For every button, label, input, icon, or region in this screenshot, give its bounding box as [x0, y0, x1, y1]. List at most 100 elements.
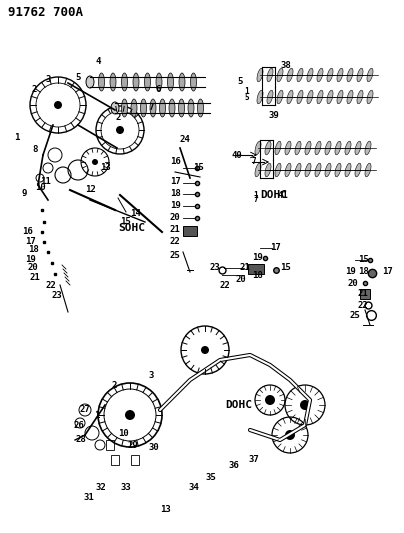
Ellipse shape	[325, 141, 331, 155]
Text: 27: 27	[80, 406, 91, 415]
Text: 3: 3	[148, 370, 154, 379]
Text: 37: 37	[248, 456, 259, 464]
Ellipse shape	[188, 99, 194, 117]
Text: 22: 22	[45, 280, 56, 289]
Text: 1: 1	[253, 190, 258, 199]
Text: 36: 36	[228, 461, 239, 470]
Text: 12: 12	[85, 185, 96, 195]
Text: 15: 15	[280, 263, 291, 272]
Ellipse shape	[337, 68, 343, 82]
Text: 19: 19	[170, 200, 181, 209]
Text: 18: 18	[28, 246, 39, 254]
Text: 5: 5	[237, 77, 242, 86]
Ellipse shape	[315, 141, 321, 155]
Text: 17: 17	[382, 268, 393, 277]
Ellipse shape	[317, 68, 323, 82]
Ellipse shape	[357, 68, 363, 82]
Text: 7: 7	[252, 157, 257, 166]
Text: 2: 2	[32, 85, 38, 94]
Ellipse shape	[297, 68, 303, 82]
Ellipse shape	[257, 68, 263, 82]
Text: 16: 16	[22, 228, 33, 237]
Text: SOHC: SOHC	[118, 223, 145, 233]
Text: 17: 17	[25, 238, 36, 246]
Ellipse shape	[86, 76, 94, 88]
Bar	[360, 289, 370, 299]
Ellipse shape	[345, 141, 351, 155]
Ellipse shape	[150, 99, 156, 117]
Ellipse shape	[327, 68, 333, 82]
Ellipse shape	[191, 73, 196, 91]
Ellipse shape	[285, 163, 291, 177]
Text: 3: 3	[45, 76, 50, 85]
Text: 1: 1	[94, 410, 99, 419]
Ellipse shape	[345, 163, 351, 177]
Text: 13: 13	[100, 163, 111, 172]
Bar	[111, 455, 119, 465]
Text: 7: 7	[148, 102, 154, 111]
Text: 38: 38	[280, 61, 291, 69]
Ellipse shape	[287, 68, 293, 82]
Ellipse shape	[305, 163, 311, 177]
Text: 6: 6	[155, 85, 160, 94]
Text: 14: 14	[130, 208, 141, 217]
Circle shape	[116, 126, 124, 134]
Text: 18: 18	[358, 268, 369, 277]
Ellipse shape	[325, 163, 331, 177]
Text: 5: 5	[75, 74, 80, 83]
Text: 22: 22	[170, 238, 181, 246]
Bar	[183, 226, 197, 236]
Text: 5: 5	[244, 93, 248, 102]
Ellipse shape	[267, 90, 273, 104]
Circle shape	[201, 346, 209, 354]
Text: 15: 15	[120, 217, 131, 227]
Ellipse shape	[275, 163, 281, 177]
Ellipse shape	[277, 68, 283, 82]
Text: 10: 10	[35, 183, 46, 192]
Text: 30: 30	[148, 442, 159, 451]
Ellipse shape	[168, 73, 173, 91]
Ellipse shape	[122, 73, 128, 91]
Circle shape	[300, 400, 310, 410]
Ellipse shape	[305, 141, 311, 155]
Text: 16: 16	[170, 157, 181, 166]
Ellipse shape	[133, 73, 139, 91]
Ellipse shape	[160, 99, 166, 117]
Ellipse shape	[367, 90, 373, 104]
Ellipse shape	[156, 73, 162, 91]
Text: 21: 21	[30, 273, 41, 282]
Ellipse shape	[145, 73, 151, 91]
Text: 1: 1	[14, 133, 19, 142]
Ellipse shape	[265, 163, 271, 177]
Text: 17: 17	[170, 177, 181, 187]
Text: 22: 22	[220, 280, 231, 289]
Ellipse shape	[285, 141, 291, 155]
Text: 39: 39	[268, 110, 279, 119]
Ellipse shape	[335, 163, 341, 177]
Ellipse shape	[357, 90, 363, 104]
Ellipse shape	[277, 90, 283, 104]
Ellipse shape	[141, 99, 147, 117]
Ellipse shape	[365, 163, 371, 177]
Ellipse shape	[265, 141, 271, 155]
Ellipse shape	[257, 90, 263, 104]
Text: 21: 21	[170, 225, 181, 235]
Ellipse shape	[122, 99, 128, 117]
Ellipse shape	[307, 68, 313, 82]
Ellipse shape	[295, 141, 301, 155]
Ellipse shape	[347, 68, 353, 82]
Text: 23: 23	[52, 290, 63, 300]
Ellipse shape	[255, 141, 261, 155]
Ellipse shape	[287, 90, 293, 104]
Ellipse shape	[365, 141, 371, 155]
Circle shape	[285, 430, 295, 440]
Ellipse shape	[110, 73, 116, 91]
Text: 33: 33	[120, 482, 131, 491]
Text: 7: 7	[253, 196, 258, 205]
Text: 20: 20	[348, 279, 359, 287]
Ellipse shape	[315, 163, 321, 177]
Ellipse shape	[267, 68, 273, 82]
Text: 25: 25	[350, 311, 361, 320]
Text: 13: 13	[160, 505, 171, 514]
Ellipse shape	[347, 90, 353, 104]
